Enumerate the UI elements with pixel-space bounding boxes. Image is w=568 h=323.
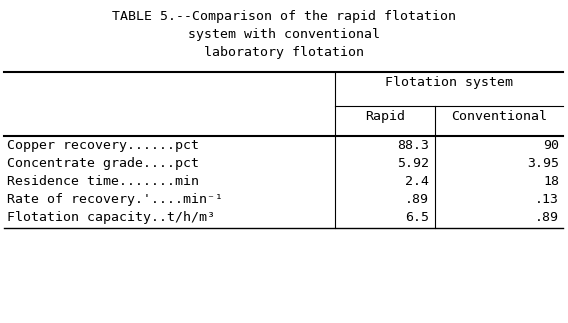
Text: Flotation capacity..t/h/m³: Flotation capacity..t/h/m³ bbox=[7, 211, 215, 224]
Text: Copper recovery......pct: Copper recovery......pct bbox=[7, 139, 199, 152]
Text: Concentrate grade....pct: Concentrate grade....pct bbox=[7, 157, 199, 170]
Text: 5.92: 5.92 bbox=[397, 157, 429, 170]
Text: 6.5: 6.5 bbox=[405, 211, 429, 224]
Text: Rate of recovery.'....min⁻¹: Rate of recovery.'....min⁻¹ bbox=[7, 193, 223, 206]
Text: 18: 18 bbox=[543, 175, 559, 188]
Text: .13: .13 bbox=[535, 193, 559, 206]
Text: Conventional: Conventional bbox=[451, 110, 547, 123]
Text: 90: 90 bbox=[543, 139, 559, 152]
Text: .89: .89 bbox=[535, 211, 559, 224]
Text: system with conventional: system with conventional bbox=[188, 28, 380, 41]
Text: 88.3: 88.3 bbox=[397, 139, 429, 152]
Text: 2.4: 2.4 bbox=[405, 175, 429, 188]
Text: 3.95: 3.95 bbox=[527, 157, 559, 170]
Text: laboratory flotation: laboratory flotation bbox=[204, 46, 364, 59]
Text: .89: .89 bbox=[405, 193, 429, 206]
Text: TABLE 5.--Comparison of the rapid flotation: TABLE 5.--Comparison of the rapid flotat… bbox=[112, 10, 456, 23]
Text: Residence time.......min: Residence time.......min bbox=[7, 175, 199, 188]
Text: Rapid: Rapid bbox=[365, 110, 405, 123]
Text: Flotation system: Flotation system bbox=[385, 76, 513, 89]
